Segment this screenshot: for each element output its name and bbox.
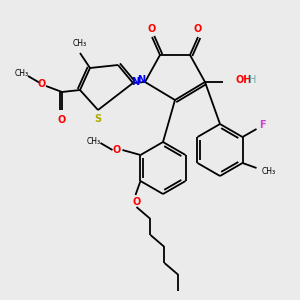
Text: O: O	[58, 115, 66, 125]
Text: O: O	[194, 24, 202, 34]
Text: CH₃: CH₃	[73, 40, 87, 49]
Text: O: O	[148, 24, 156, 34]
Text: S: S	[94, 114, 102, 124]
Text: CH₃: CH₃	[15, 68, 29, 77]
Text: CH₃: CH₃	[86, 136, 100, 146]
Text: N: N	[131, 77, 139, 87]
Text: O: O	[112, 145, 121, 155]
Text: H: H	[249, 75, 256, 85]
Text: CH₃: CH₃	[262, 167, 276, 176]
Text: O: O	[38, 79, 46, 89]
Text: N: N	[137, 75, 145, 85]
Text: F: F	[259, 120, 266, 130]
Text: O: O	[132, 197, 141, 207]
Text: OH: OH	[235, 75, 251, 85]
